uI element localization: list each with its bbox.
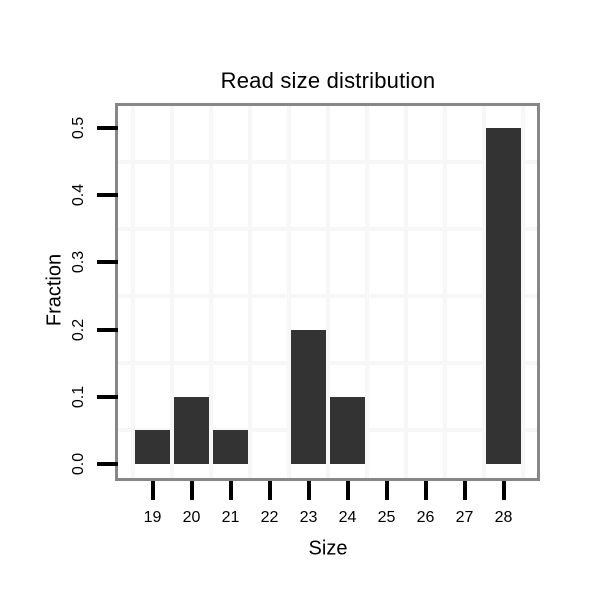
- minor-gridline-horizontal: [118, 361, 537, 366]
- bar-size-23: [291, 330, 326, 464]
- y-axis-tick: [97, 193, 118, 198]
- y-tick-label: 0.3: [70, 251, 87, 274]
- x-axis-tick: [345, 481, 350, 500]
- y-axis-tick: [97, 327, 118, 332]
- x-axis-tick: [267, 481, 272, 500]
- minor-gridline-horizontal: [118, 428, 537, 433]
- y-tick-label: 0.5: [70, 116, 87, 140]
- x-tick-label: 28: [494, 509, 513, 526]
- x-tick-label: 22: [260, 509, 279, 526]
- x-axis-tick: [501, 481, 506, 500]
- bar-size-20: [174, 397, 209, 464]
- minor-gridline-vertical: [404, 106, 408, 478]
- y-axis-tick: [97, 462, 118, 466]
- y-axis-tick: [97, 394, 118, 399]
- x-tick-label: 21: [221, 509, 240, 526]
- x-axis-tick: [306, 481, 311, 500]
- minor-gridline-vertical: [326, 106, 330, 478]
- minor-gridline-vertical: [365, 106, 369, 478]
- x-axis-tick: [384, 481, 389, 500]
- plot-panel: [115, 103, 540, 481]
- minor-gridline-vertical: [482, 106, 486, 478]
- chart-title: Read size distribution: [220, 68, 436, 93]
- minor-gridline-vertical: [170, 106, 174, 478]
- x-axis-tick: [189, 481, 194, 500]
- x-tick-label: 23: [299, 509, 318, 526]
- x-tick-label: 27: [455, 509, 474, 526]
- x-axis-tick: [423, 481, 428, 500]
- x-tick-label: 19: [143, 509, 162, 526]
- minor-gridline-vertical: [521, 106, 525, 478]
- minor-gridline-vertical: [248, 106, 252, 478]
- y-tick-label: 0.0: [70, 452, 87, 476]
- y-tick-label: 0.2: [70, 318, 87, 341]
- x-tick-label: 20: [182, 509, 201, 526]
- minor-gridline-vertical: [131, 106, 135, 478]
- x-tick-label: 26: [416, 509, 435, 526]
- x-tick-label: 25: [377, 509, 396, 526]
- x-axis-tick: [462, 481, 467, 500]
- y-tick-label: 0.4: [70, 184, 87, 207]
- bar-size-19: [135, 430, 170, 464]
- x-axis-title: Size: [308, 537, 348, 560]
- y-axis-tick: [97, 260, 118, 265]
- minor-gridline-vertical: [209, 106, 213, 478]
- x-axis-tick: [228, 481, 233, 500]
- minor-gridline-vertical: [287, 106, 291, 478]
- minor-gridline-vertical: [443, 106, 447, 478]
- y-tick-label: 0.1: [70, 385, 87, 408]
- bar-size-21: [213, 430, 248, 464]
- minor-gridline-horizontal: [118, 294, 537, 298]
- x-tick-label: 24: [338, 509, 357, 526]
- x-axis-tick: [150, 481, 155, 500]
- y-axis-title: Fraction: [43, 253, 66, 327]
- y-axis-tick: [97, 126, 118, 130]
- bar-size-28: [486, 128, 521, 464]
- minor-gridline-horizontal: [118, 159, 537, 164]
- minor-gridline-horizontal: [118, 226, 537, 231]
- bar-size-24: [330, 397, 365, 464]
